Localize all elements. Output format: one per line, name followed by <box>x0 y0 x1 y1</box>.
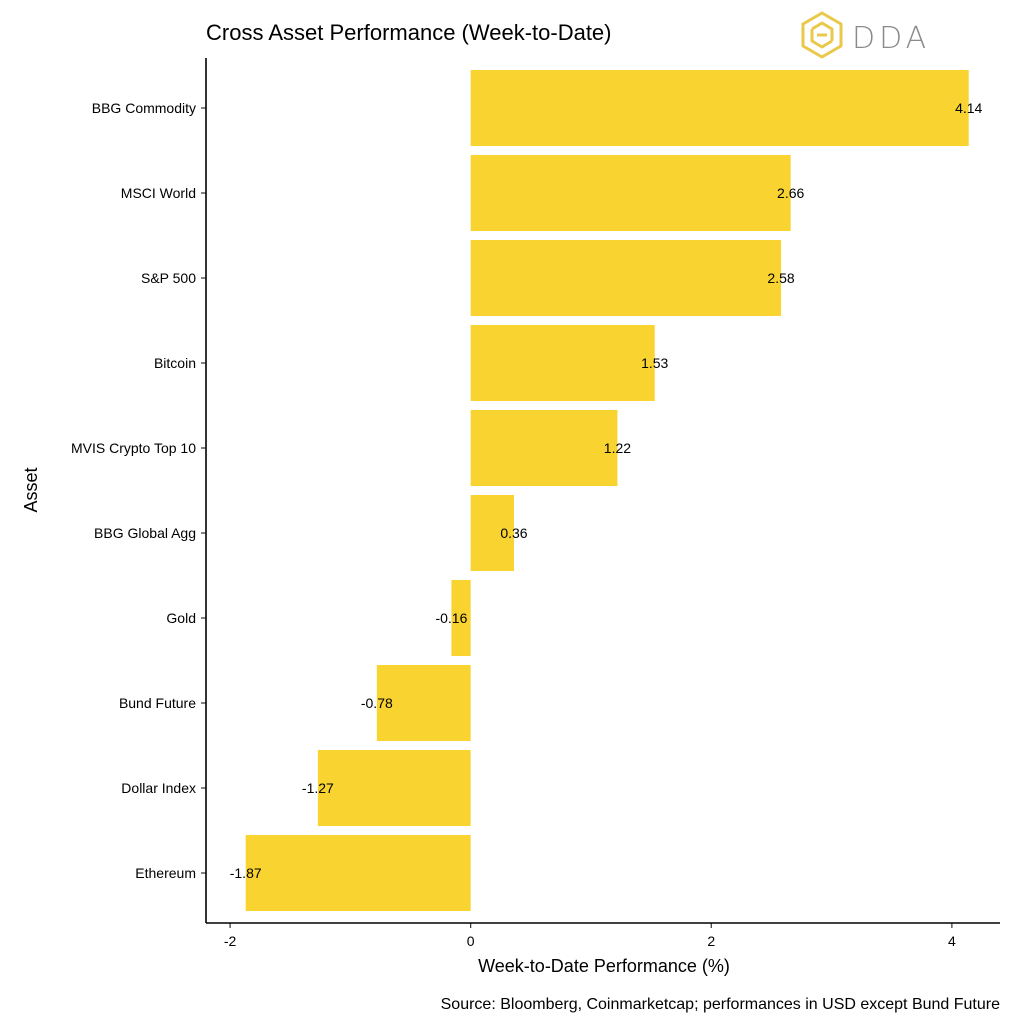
bar-6 <box>451 580 471 656</box>
data-label-2: 2.58 <box>767 270 794 286</box>
y-tick-label-8: Dollar Index <box>121 780 196 796</box>
bar-3 <box>470 325 655 401</box>
y-tick-label-6: Gold <box>166 610 196 626</box>
source-caption: Source: Bloomberg, Coinmarketcap; perfor… <box>441 996 1000 1013</box>
data-label-9: -1.87 <box>230 865 262 881</box>
data-label-4: 1.22 <box>604 440 631 456</box>
data-label-0: 4.14 <box>955 100 982 116</box>
data-label-5: 0.36 <box>500 525 527 541</box>
y-tick-label-1: MSCI World <box>121 185 196 201</box>
bar-5 <box>470 495 514 571</box>
y-tick-label-3: Bitcoin <box>154 355 196 371</box>
data-label-7: -0.78 <box>361 695 393 711</box>
data-label-1: 2.66 <box>777 185 804 201</box>
dda-logo: DDA <box>801 11 930 59</box>
bar-8 <box>317 750 471 826</box>
bars <box>245 70 969 911</box>
y-tick-label-4: MVIS Crypto Top 10 <box>71 440 196 456</box>
dda-logo-text: DDA <box>852 21 930 56</box>
y-tick-label-0: BBG Commodity <box>92 100 196 116</box>
x-axis-ticks: -2 0 2 4 <box>224 923 956 949</box>
data-label-8: -1.27 <box>302 780 334 796</box>
data-label-3: 1.53 <box>641 355 668 371</box>
x-tick-label-1: 0 <box>467 933 475 949</box>
bar-0 <box>470 70 969 146</box>
y-tick-label-9: Ethereum <box>135 865 196 881</box>
x-axis-title: Week-to-Date Performance (%) <box>478 956 730 976</box>
bar-9 <box>245 835 471 911</box>
x-tick-label-0: -2 <box>224 933 237 949</box>
dda-logo-icon <box>801 11 843 59</box>
data-label-6: -0.16 <box>435 610 467 626</box>
y-axis-title: Asset <box>21 467 41 512</box>
chart-title: Cross Asset Performance (Week-to-Date) <box>206 20 612 45</box>
data-labels: 4.14 2.66 2.58 1.53 1.22 0.36 -0.16 -0.78 -1.27 -… <box>230 100 983 881</box>
y-tick-label-7: Bund Future <box>119 695 196 711</box>
y-tick-label-5: BBG Global Agg <box>94 525 196 541</box>
x-tick-label-3: 4 <box>948 933 956 949</box>
bar-4 <box>470 410 618 486</box>
bar-7 <box>376 665 471 741</box>
y-axis-ticks: BBG Commodity MSCI World S&P 500 Bitcoin MVI… <box>71 100 206 881</box>
y-tick-label-2: S&P 500 <box>141 270 196 286</box>
bar-1 <box>470 155 791 231</box>
x-tick-label-2: 2 <box>707 933 715 949</box>
bar-2 <box>470 240 782 316</box>
